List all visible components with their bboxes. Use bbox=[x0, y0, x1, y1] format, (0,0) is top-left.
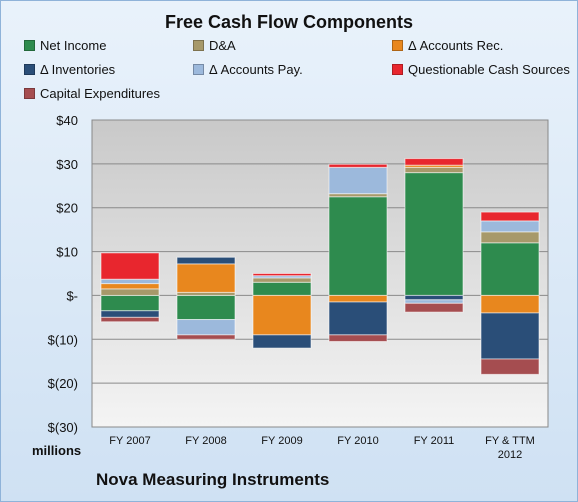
bar-segment bbox=[480, 312, 540, 360]
legend-label: Δ Inventories bbox=[40, 62, 116, 77]
bar-segment bbox=[252, 294, 312, 336]
bar-segment bbox=[100, 252, 160, 280]
legend-item: D&A bbox=[193, 38, 236, 53]
legend-swatch bbox=[392, 40, 403, 51]
legend-swatch bbox=[24, 88, 35, 99]
legend-item: Δ Accounts Pay. bbox=[193, 62, 303, 77]
legend-item: Capital Expenditures bbox=[24, 86, 160, 101]
bar-segment bbox=[480, 294, 540, 314]
bar-segment bbox=[176, 319, 236, 336]
y-tick-label: $10 bbox=[56, 245, 78, 260]
legend-swatch bbox=[193, 40, 204, 51]
legend-label: Capital Expenditures bbox=[40, 86, 160, 101]
units-label: millions bbox=[32, 443, 82, 458]
bar-segment bbox=[480, 231, 540, 244]
bar-segment bbox=[252, 273, 312, 277]
bar-segment bbox=[100, 278, 160, 285]
y-tick-label: $20 bbox=[56, 201, 78, 216]
legend-label: Δ Accounts Pay. bbox=[209, 62, 303, 77]
y-tick-label: $(10) bbox=[48, 332, 78, 347]
bar-segment bbox=[252, 281, 312, 296]
bar-segment bbox=[328, 163, 388, 168]
bar-segment bbox=[328, 301, 388, 336]
bar-segment bbox=[480, 220, 540, 233]
y-tick-label: $(30) bbox=[48, 420, 78, 435]
bar-segment bbox=[100, 283, 160, 290]
bar-segment bbox=[328, 294, 388, 303]
bar-segment bbox=[328, 166, 388, 195]
bar-segment bbox=[404, 302, 464, 313]
bar-segment bbox=[252, 334, 312, 349]
legend-label: Questionable Cash Sources bbox=[408, 62, 570, 77]
x-tick-label: FY 2008 bbox=[185, 435, 226, 447]
bar-segment bbox=[404, 294, 464, 301]
legend-label: Net Income bbox=[40, 38, 107, 53]
legend-swatch bbox=[392, 64, 403, 75]
bar-segment bbox=[480, 358, 540, 375]
bar-segment bbox=[404, 158, 464, 166]
bar-segment bbox=[100, 310, 160, 318]
legend-item: Δ Accounts Rec. bbox=[392, 38, 503, 53]
bar-segment bbox=[176, 263, 236, 293]
bar-segment bbox=[100, 294, 160, 312]
legend-label: D&A bbox=[209, 38, 236, 53]
legend-label: Δ Accounts Rec. bbox=[408, 38, 504, 53]
bar-segment bbox=[176, 256, 236, 265]
bar-segment bbox=[404, 166, 464, 174]
bar-segment bbox=[252, 277, 312, 283]
bar-segment bbox=[328, 334, 388, 342]
bar-segment bbox=[176, 334, 236, 340]
bar-segment bbox=[176, 294, 236, 321]
x-tick-label: 2012 bbox=[498, 449, 522, 461]
x-tick-label: FY 2007 bbox=[109, 435, 150, 447]
legend-swatch bbox=[24, 40, 35, 51]
legend-item: Net Income bbox=[24, 38, 106, 53]
y-tick-label: $(20) bbox=[48, 376, 78, 391]
x-tick-label: FY 2009 bbox=[261, 435, 302, 447]
bar-segment bbox=[328, 196, 388, 296]
legend-item: Δ Inventories bbox=[24, 62, 115, 77]
legend-item: Questionable Cash Sources bbox=[392, 62, 570, 77]
bar-segment bbox=[480, 242, 540, 296]
y-tick-label: $30 bbox=[56, 157, 78, 172]
y-tick-label: $- bbox=[66, 288, 78, 303]
x-tick-label: FY 2011 bbox=[414, 435, 455, 447]
chart-title: Free Cash Flow Components bbox=[164, 12, 414, 32]
legend-swatch bbox=[193, 64, 204, 75]
bar-segment bbox=[480, 211, 540, 222]
bar-segment bbox=[404, 299, 464, 304]
bar-segment bbox=[100, 316, 160, 323]
company-name: Nova Measuring Instruments bbox=[96, 470, 330, 489]
legend-swatch bbox=[24, 64, 35, 75]
x-tick-label: FY 2010 bbox=[337, 435, 378, 447]
y-tick-label: $40 bbox=[56, 113, 78, 128]
plot-background bbox=[91, 119, 549, 428]
bar-segment bbox=[100, 288, 160, 296]
chart-legend: Net Income D&A Δ Accounts Rec. Δ Inventorie… bbox=[0, 0, 578, 110]
x-tick-label: FY & TTM bbox=[485, 435, 535, 447]
bar-segment bbox=[404, 172, 464, 296]
